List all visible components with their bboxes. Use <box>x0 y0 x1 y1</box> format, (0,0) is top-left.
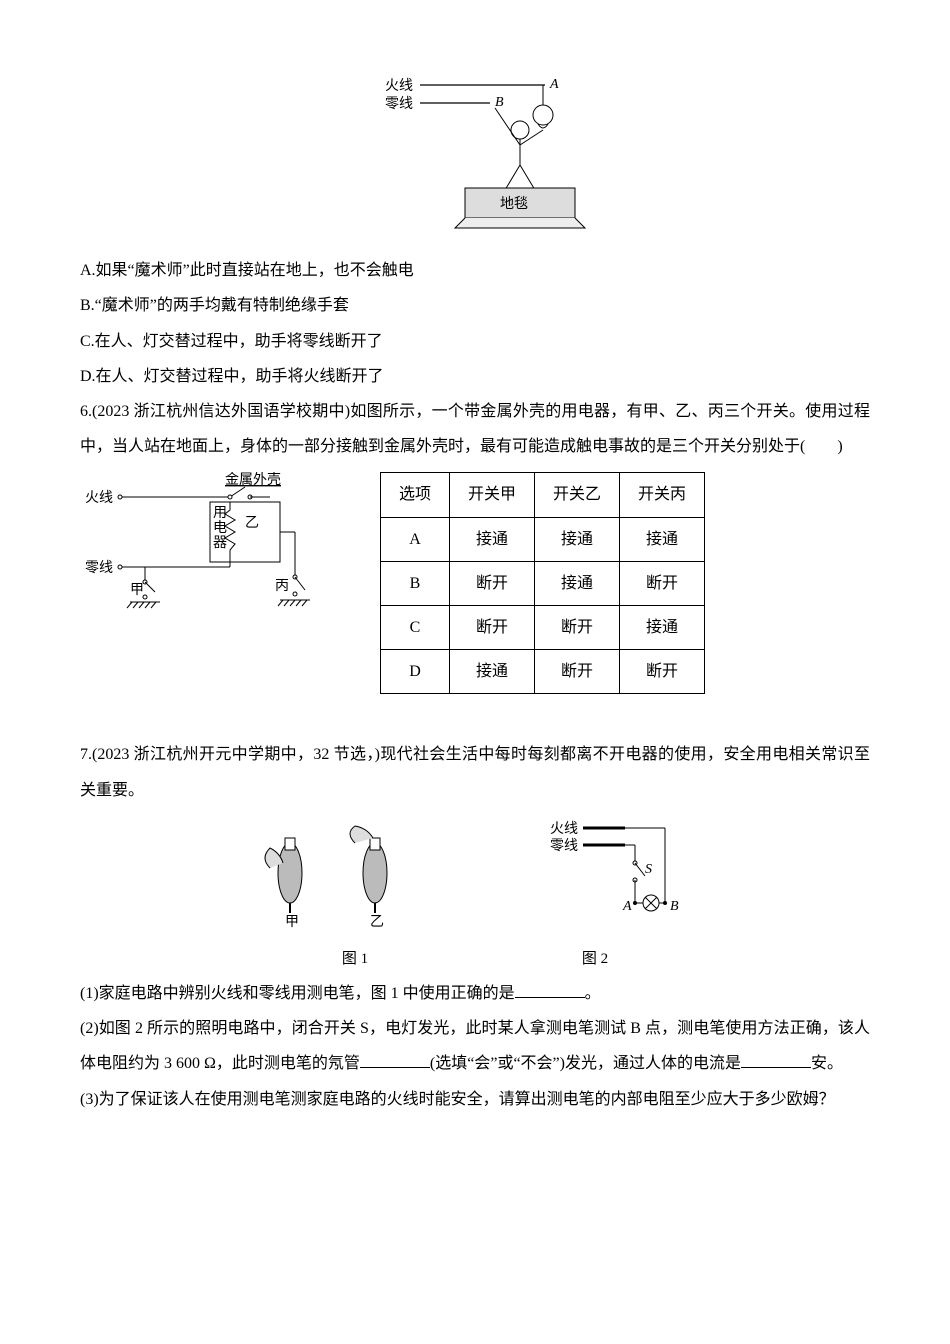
fig-top-svg: 火线 A 零线 B 地毯 <box>345 70 605 230</box>
q5-option-C: C.在人、灯交替过程中，助手将零线断开了 <box>80 324 870 359</box>
label-A: A <box>549 77 559 92</box>
q7-p2-c: 安。 <box>811 1055 843 1072</box>
q6-td: 接通 <box>535 561 620 605</box>
q6-td: 断开 <box>620 561 705 605</box>
q5-option-B: B.“魔术师”的两手均戴有特制绝缘手套 <box>80 288 870 323</box>
q7-stem: 7.(2023 浙江杭州开元中学期中，32 节选，)现代社会生活中每时每刻都离不… <box>80 737 870 807</box>
q7-p2-b: (选填“会”或“不会”)发光，通过人体的电流是 <box>430 1055 741 1072</box>
q6-label-device1: 用 <box>213 506 227 521</box>
q5-option-D: D.在人、灯交替过程中，助手将火线断开了 <box>80 359 870 394</box>
q6-label-neutral: 零线 <box>85 560 113 576</box>
q7-fig2-S: S <box>645 862 652 877</box>
q6-label-jia: 甲 <box>130 583 144 598</box>
label-B: B <box>495 95 504 110</box>
q6-label-device2: 电 <box>213 520 227 536</box>
blank <box>515 981 585 998</box>
label-live: 火线 <box>385 78 413 94</box>
q7-fig2-live: 火线 <box>550 821 578 837</box>
q6-th-2: 开关乙 <box>535 473 620 517</box>
q7-fig2-neutral: 零线 <box>550 838 578 854</box>
q6-td: 断开 <box>450 561 535 605</box>
blank <box>741 1051 811 1068</box>
q6-td: 断开 <box>450 605 535 649</box>
q6-td: A <box>381 517 450 561</box>
q6-td: C <box>381 605 450 649</box>
q6-td: 断开 <box>535 650 620 694</box>
q6-th-0: 选项 <box>381 473 450 517</box>
q6-label-device3: 器 <box>213 536 227 551</box>
q6-label-shell: 金属外壳 <box>225 472 281 488</box>
q6-label-live: 火线 <box>85 490 113 506</box>
q7-fig2-B: B <box>670 899 679 914</box>
q7-p2: (2)如图 2 所示的照明电路中，闭合开关 S，电灯发光，此时某人拿测电笔测试 … <box>80 1011 870 1081</box>
q6-th-3: 开关丙 <box>620 473 705 517</box>
q6-circuit-svg: 火线 金属外壳 用 电 器 乙 零线 甲 <box>80 472 330 622</box>
q6-td: B <box>381 561 450 605</box>
q6-td: 断开 <box>620 650 705 694</box>
q6-td: 接通 <box>535 517 620 561</box>
q6-td: 断开 <box>535 605 620 649</box>
q7-figures: 甲 乙 图 1 火线 零线 S <box>80 818 870 976</box>
q7-fig1-svg: 甲 乙 <box>255 818 455 928</box>
q7-p1: (1)家庭电路中辨别火线和零线用测电笔，图 1 中使用正确的是 。 <box>80 976 870 1011</box>
q7-fig2-svg: 火线 零线 S A B <box>495 818 695 928</box>
q6-td: 接通 <box>620 605 705 649</box>
label-carpet: 地毯 <box>500 196 528 212</box>
q6-label-bing: 丙 <box>275 579 289 594</box>
q7-p1-b: 。 <box>585 985 601 1002</box>
q5-option-A: A.如果“魔术师”此时直接站在地上，也不会触电 <box>80 253 870 288</box>
q6-label-yi: 乙 <box>245 515 259 531</box>
q6-td: 接通 <box>450 517 535 561</box>
q6-td: D <box>381 650 450 694</box>
q7-p3: (3)为了保证该人在使用测电笔测家庭电路的火线时能安全，请算出测电笔的内部电阻至… <box>80 1082 870 1117</box>
q6-th-1: 开关甲 <box>450 473 535 517</box>
q7-fig1-yi: 乙 <box>370 914 384 928</box>
q7-fig2-A: A <box>622 899 632 914</box>
q7-p1-a: (1)家庭电路中辨别火线和零线用测电笔，图 1 中使用正确的是 <box>80 985 515 1002</box>
q7-fig2-caption: 图 2 <box>495 943 695 976</box>
q6-td: 接通 <box>450 650 535 694</box>
blank <box>360 1051 430 1068</box>
q6-stem: 6.(2023 浙江杭州信达外国语学校期中)如图所示，一个带金属外壳的用电器，有… <box>80 394 870 464</box>
fig-top-container: 火线 A 零线 B 地毯 <box>80 70 870 243</box>
q6-td: 接通 <box>620 517 705 561</box>
q6-options-table: 选项 开关甲 开关乙 开关丙 A 接通 接通 接通 B 断开 接通 断开 C 断… <box>380 472 705 694</box>
q7-fig1-caption: 图 1 <box>255 943 455 976</box>
q7-fig1-jia: 甲 <box>285 915 299 928</box>
label-neutral: 零线 <box>385 96 413 112</box>
